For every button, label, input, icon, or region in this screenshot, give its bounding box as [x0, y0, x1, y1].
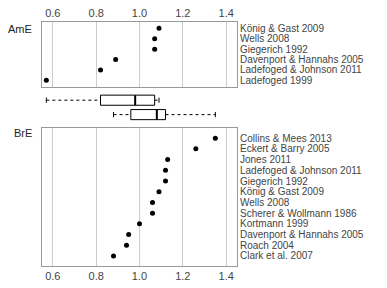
- svg-text:1.4: 1.4: [219, 270, 234, 282]
- svg-text:Giegerich 1992: Giegerich 1992: [240, 44, 308, 55]
- svg-text:1.0: 1.0: [132, 7, 147, 19]
- svg-text:1.0: 1.0: [132, 270, 147, 282]
- svg-text:0.8: 0.8: [89, 7, 104, 19]
- svg-text:Roach 2004: Roach 2004: [240, 240, 294, 251]
- svg-text:AmE: AmE: [8, 23, 32, 35]
- svg-text:Jones 2011: Jones 2011: [240, 154, 291, 165]
- svg-text:Ladefoged & Johnson 2011: Ladefoged & Johnson 2011: [240, 64, 362, 75]
- svg-text:0.8: 0.8: [89, 270, 104, 282]
- svg-text:Eckert & Barry 2005: Eckert & Barry 2005: [240, 143, 330, 154]
- svg-text:1.2: 1.2: [175, 7, 190, 19]
- svg-text:König & Gast 2009: König & Gast 2009: [240, 23, 324, 34]
- svg-text:1.2: 1.2: [175, 270, 190, 282]
- svg-text:Kortmann 1999: Kortmann 1999: [240, 218, 309, 229]
- svg-text:Scherer & Wollmann 1986: Scherer & Wollmann 1986: [240, 208, 357, 219]
- svg-text:Ladefoged 1999: Ladefoged 1999: [240, 75, 313, 86]
- svg-text:Davenport & Hannahs 2005: Davenport & Hannahs 2005: [240, 229, 364, 240]
- svg-text:Ladefoged & Johnson 2011: Ladefoged & Johnson 2011: [240, 165, 362, 176]
- svg-text:1.4: 1.4: [219, 7, 234, 19]
- svg-text:Collins & Mees 2013: Collins & Mees 2013: [240, 133, 332, 144]
- svg-text:0.6: 0.6: [45, 270, 60, 282]
- svg-text:Giegerich 1992: Giegerich 1992: [240, 176, 308, 187]
- svg-text:BrE: BrE: [14, 127, 32, 139]
- svg-text:Wells 2008: Wells 2008: [240, 33, 290, 44]
- svg-text:0.6: 0.6: [45, 7, 60, 19]
- svg-text:Clark et al. 2007: Clark et al. 2007: [240, 250, 313, 261]
- svg-text:König & Gast 2009: König & Gast 2009: [240, 186, 324, 197]
- svg-text:Wells 2008: Wells 2008: [240, 197, 290, 208]
- svg-text:Davenport & Hannahs 2005: Davenport & Hannahs 2005: [240, 54, 364, 65]
